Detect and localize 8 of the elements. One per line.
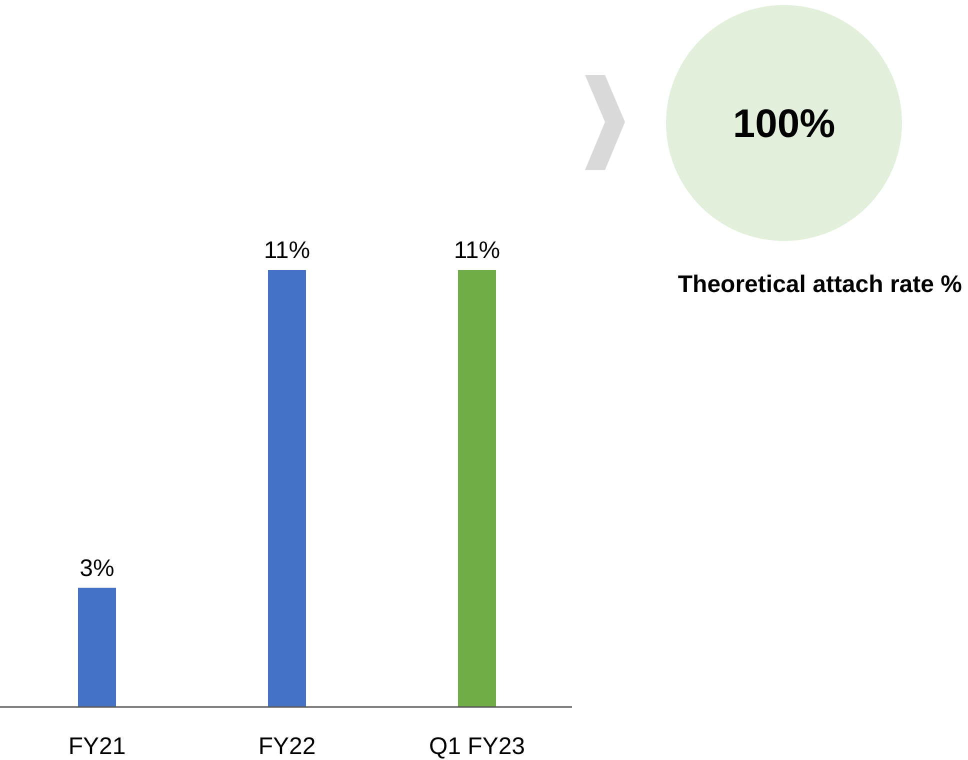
data-label: 11% (454, 237, 500, 264)
x-tick-label: FY22 (258, 733, 316, 760)
text: 100% (732, 102, 836, 146)
data-label: 3% (80, 554, 114, 582)
x-tick-label: Q1 FY23 (428, 733, 526, 760)
text: Theoretical attach rate % (678, 271, 962, 298)
data-label: 11% (264, 237, 310, 264)
x-tick-label: FY21 (68, 733, 126, 760)
